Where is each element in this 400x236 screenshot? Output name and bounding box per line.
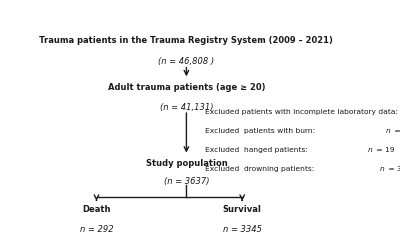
Text: n: n: [368, 147, 372, 153]
Text: = 1040: = 1040: [392, 128, 400, 134]
Text: Death: Death: [82, 206, 111, 215]
Text: Excluded  patients with burn:: Excluded patients with burn:: [205, 128, 318, 134]
Text: (n = 3637): (n = 3637): [164, 177, 209, 186]
Text: n = 3345: n = 3345: [223, 225, 262, 235]
Text: Excluded patients with incomplete laboratory data:: Excluded patients with incomplete labora…: [205, 109, 400, 115]
Text: Excluded  drowning patients:: Excluded drowning patients:: [205, 166, 317, 173]
Text: n: n: [386, 128, 390, 134]
Text: Trauma patients in the Trauma Registry System (2009 – 2021): Trauma patients in the Trauma Registry S…: [40, 36, 333, 45]
Text: Adult trauma patients (age ≥ 20): Adult trauma patients (age ≥ 20): [108, 83, 265, 92]
Text: Excluded  hanged patients:: Excluded hanged patients:: [205, 147, 310, 153]
Text: (n = 46,808 ): (n = 46,808 ): [158, 57, 214, 66]
Text: n = 292: n = 292: [80, 225, 113, 235]
Text: (n = 41,131): (n = 41,131): [160, 103, 213, 112]
Text: Study population: Study population: [146, 159, 227, 168]
Text: = 3: = 3: [386, 166, 400, 173]
Text: n: n: [380, 166, 384, 173]
Text: Survival: Survival: [223, 206, 262, 215]
Text: = 19: = 19: [374, 147, 394, 153]
